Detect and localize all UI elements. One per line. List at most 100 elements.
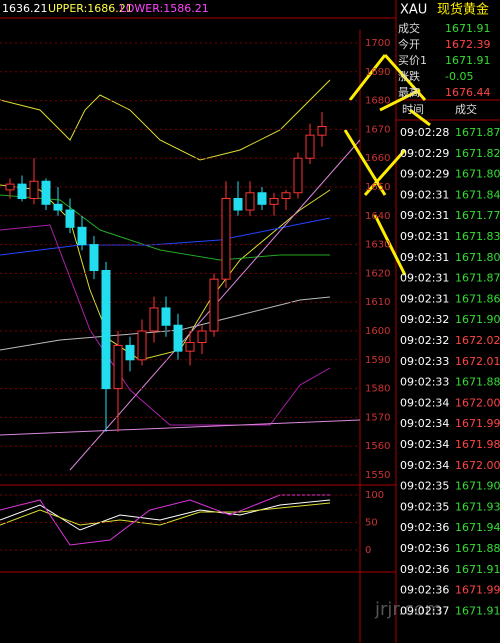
candle-body [17,183,27,200]
quote-value: 1671.91 [445,22,491,35]
trade-price: 1671.99 [455,417,500,430]
candle-body [317,126,327,136]
candle-body [161,307,171,326]
quote-label: 涨跌 [398,69,420,83]
osc-tick-label: 50 [365,518,378,529]
trade-time: 09:02:36 [400,521,449,534]
trade-time: 09:02:35 [400,500,449,513]
candle-body [257,192,267,205]
candle-body [245,192,255,211]
bollinger-upper [0,79,331,161]
trade-price: 1671.91 [455,604,500,617]
osc-tick-label: 0 [365,545,371,556]
price-tick-label: 1650 [365,182,390,193]
trade-time: 09:02:37 [400,604,449,617]
indicator-value: 1636.21 [2,2,48,15]
trade-price: 1671.87 [455,126,500,139]
trade-time: 09:02:31 [400,292,449,305]
quote-value: 1672.39 [445,38,491,51]
trade-time: 09:02:36 [400,542,449,555]
trend-line [0,419,361,436]
candle-body [89,244,99,272]
price-tick-label: 1610 [365,297,390,308]
candle-body [221,198,231,280]
trade-price: 1671.77 [455,209,500,222]
trade-time: 09:02:34 [400,417,449,430]
trade-price: 1671.84 [455,188,500,201]
trade-time: 09:02:31 [400,209,449,222]
trade-time: 09:02:36 [400,563,449,576]
candle-body [5,183,15,191]
trade-price: 1672.00 [455,459,500,472]
candle-body [305,134,315,159]
trade-price: 1671.80 [455,251,500,264]
price-tick-label: 1560 [365,441,390,452]
trade-time: 09:02:32 [400,313,449,326]
candle-body [197,330,207,344]
trade-time: 09:02:31 [400,230,449,243]
trade-price: 1672.02 [455,334,500,347]
trade-time: 09:02:34 [400,396,449,409]
trade-time: 09:02:35 [400,480,449,493]
trades-header: 时间 [402,103,424,116]
trade-time: 09:02:36 [400,584,449,597]
quote-value: 1671.91 [445,54,491,67]
trade-price: 1671.83 [455,230,500,243]
candle-body [185,342,195,352]
price-tick-label: 1550 [365,470,390,481]
price-tick-label: 1590 [365,355,390,366]
quote-symbol: XAU [400,3,427,18]
oscillator [0,502,331,526]
trade-price: 1671.90 [455,313,500,326]
oscillator [0,499,331,531]
trade-price: 1671.94 [455,521,500,534]
price-tick-label: 1570 [365,412,390,423]
price-tick-label: 1670 [365,124,390,135]
indicator-lower: LOWER:1586.21 [120,2,209,15]
indicator-upper: UPPER:1686.21 [48,2,133,15]
trade-price: 1671.93 [455,500,500,513]
trade-time: 09:02:31 [400,188,449,201]
trade-price: 1671.87 [455,272,500,285]
oscillator [0,494,330,546]
quote-label: 今开 [398,37,420,51]
watermark: jrjr.com [374,599,442,620]
price-tick-label: 1640 [365,211,390,222]
trade-time: 09:02:33 [400,355,449,368]
quote-label: 成交 [398,21,420,35]
candle-body [293,157,303,194]
bollinger-mid [0,184,331,361]
trade-time: 09:02:28 [400,126,449,139]
trade-time: 09:02:29 [400,168,449,181]
trade-price: 1671.82 [455,147,500,160]
price-tick-label: 1700 [365,38,390,49]
trade-time: 09:02:33 [400,376,449,389]
ma-line [0,194,330,261]
trade-price: 1671.88 [455,376,500,389]
quote-value: -0.05 [445,70,473,83]
price-tick-label: 1580 [365,384,390,395]
trade-price: 1671.88 [455,542,500,555]
trade-time: 09:02:31 [400,251,449,264]
trade-price: 1671.80 [455,168,500,181]
trade-time: 09:02:34 [400,438,449,451]
candle-body [65,209,75,228]
bollinger-lower [0,224,331,426]
candle-body [29,180,39,200]
trade-time: 09:02:34 [400,459,449,472]
trade-price: 1671.90 [455,480,500,493]
candle-body [41,180,51,205]
candle-body [137,330,147,361]
price-tick-label: 1660 [365,153,390,164]
trade-time: 09:02:31 [400,272,449,285]
quote-name: 现货黄金 [437,2,489,18]
price-tick-label: 1680 [365,96,390,107]
trade-price: 1671.91 [455,563,500,576]
price-tick-label: 1630 [365,240,390,251]
candle-body [77,226,87,246]
trades-header: 成交 [455,102,477,116]
trade-price: 1671.86 [455,292,500,305]
quote-value: 1676.44 [445,86,491,99]
trade-price: 1672.00 [455,396,500,409]
